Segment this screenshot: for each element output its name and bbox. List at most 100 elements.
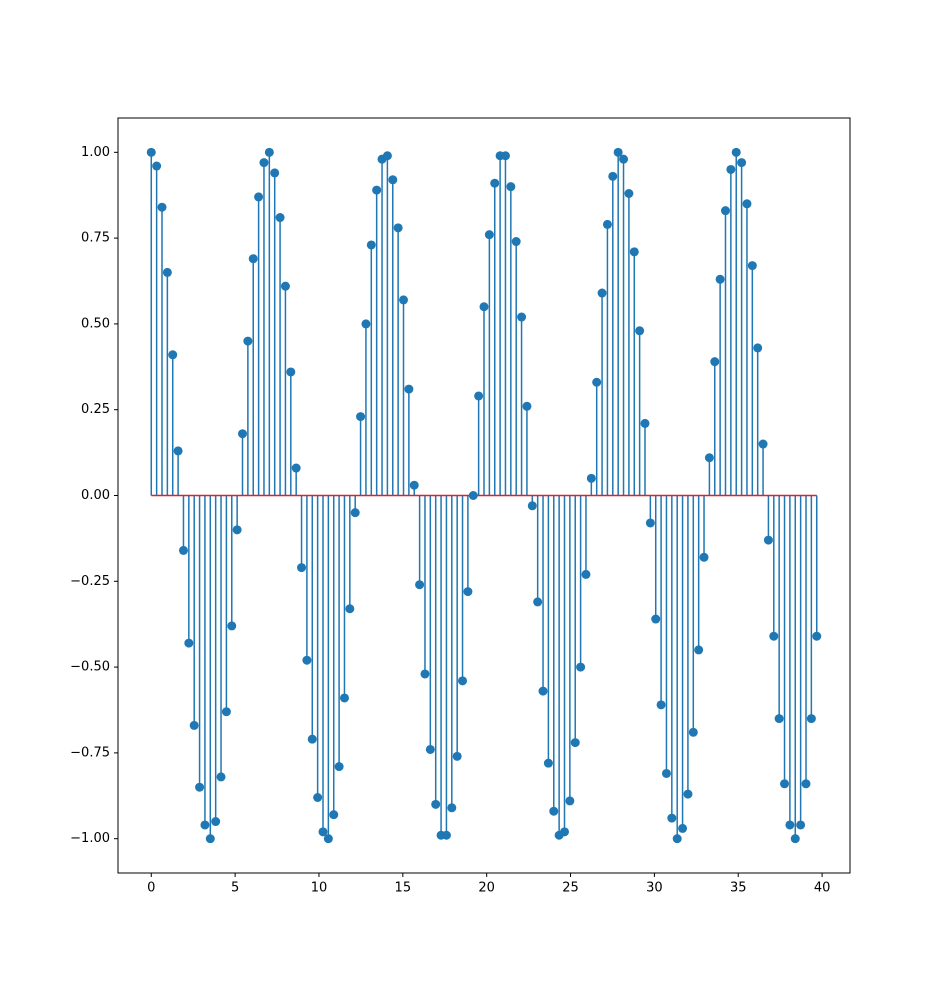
y-tick-label: 0.75 [81,231,110,246]
stem-marker [500,151,510,161]
stem-marker [780,779,790,789]
stem-marker [350,508,360,518]
stem-marker [168,350,178,360]
stem-marker [356,412,366,422]
stem-marker [248,254,258,264]
stem-marker [538,686,548,696]
x-tick-label: 10 [311,881,328,896]
y-tick-label: −0.50 [70,660,110,675]
stem-marker [559,827,569,837]
stem-marker [619,154,629,164]
stem-marker [613,147,623,157]
stem-marker [806,714,816,724]
stem-marker [221,707,231,717]
stem-marker [704,453,714,463]
stem-marker [216,772,226,782]
stem-marker [409,480,419,490]
stem-marker [329,810,339,820]
stem-marker [334,762,344,772]
stem-marker [275,213,285,223]
y-tick-label: −0.25 [70,574,110,589]
x-tick-label: 25 [562,881,579,896]
stem-marker [661,768,671,778]
stem-marker [796,820,806,830]
stem-marker [597,288,607,298]
stem-marker [447,803,457,813]
stem-marker [291,463,301,473]
stem-marker [189,720,199,730]
stem-marker [576,662,586,672]
stem-marker [747,261,757,271]
stem-marker [629,247,639,257]
stem-marker [345,604,355,614]
x-tick-label: 5 [231,881,239,896]
x-tick-label: 40 [814,881,831,896]
y-tick-label: 0.00 [81,488,110,503]
stem-marker [763,535,773,545]
stem-marker [586,473,596,483]
stem-marker [506,182,516,192]
stem-marker [592,377,602,387]
stem-marker [549,806,559,816]
y-tick-label: 1.00 [81,145,110,160]
stem-marker [339,693,349,703]
stem-marker [635,326,645,336]
stem-marker [157,202,167,212]
stem-marker [565,796,575,806]
stem-marker [774,714,784,724]
stem-marker [307,734,317,744]
stem-marker [543,758,553,768]
stem-marker [441,830,451,840]
stem-marker [302,655,312,665]
y-tick-label: −0.75 [70,745,110,760]
stem-marker [533,597,543,607]
x-tick-label: 35 [730,881,747,896]
stem-marker [264,147,274,157]
y-tick-label: 0.25 [81,402,110,417]
stem-marker [152,161,162,171]
stem-marker [608,171,618,181]
stem-marker [366,240,376,250]
stem-marker [688,727,698,737]
stem-marker [715,274,725,284]
stem-marker [463,587,473,597]
stem-marker [431,799,441,809]
stem-marker [468,491,478,500]
stem-marker [318,827,328,837]
stem-marker [570,738,580,748]
stem-marker [694,645,704,655]
stem-marker [404,384,414,394]
stem-marker [602,219,612,229]
stem-marker [742,199,752,209]
stem-marker [720,206,730,216]
stem-marker [511,237,521,247]
stem-marker [656,700,666,710]
stem-marker [227,621,237,631]
stem-marker [758,439,768,449]
stem-marker [683,789,693,799]
stem-marker [522,401,532,411]
stem-marker [753,343,763,353]
stem-marker [173,446,183,456]
stem-marker [399,295,409,305]
stem-marker [458,676,468,686]
stem-marker [232,525,242,535]
stem-marker [769,631,779,641]
stem-marker [790,834,800,844]
stem-marker [484,230,494,240]
stem-marker [581,569,591,579]
stem-marker [527,501,537,511]
stem-marker [474,391,484,401]
stem-marker [726,164,736,174]
stem-marker [195,782,205,792]
stem-marker [238,429,248,439]
stem-marker [211,817,221,827]
stem-marker [205,834,215,844]
x-tick-label: 0 [147,881,155,896]
y-tick-label: 0.50 [81,316,110,331]
stem-marker [323,834,333,844]
x-tick-label: 20 [478,881,495,896]
stem-marker [420,669,430,679]
stem-marker [243,336,253,346]
